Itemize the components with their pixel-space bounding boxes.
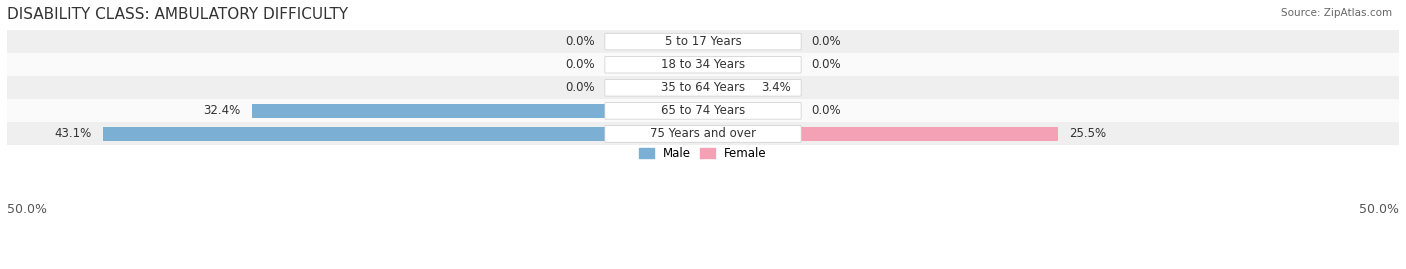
Bar [103,127,703,141]
Text: 43.1%: 43.1% [55,128,91,140]
Bar [252,104,703,118]
Text: 35 to 64 Years: 35 to 64 Years [661,81,745,94]
Bar [7,122,1399,146]
Text: 25.5%: 25.5% [1069,128,1107,140]
Text: 50.0%: 50.0% [7,203,46,216]
Text: 32.4%: 32.4% [204,104,240,117]
Text: 65 to 74 Years: 65 to 74 Years [661,104,745,117]
Text: 0.0%: 0.0% [811,35,841,48]
Text: 0.0%: 0.0% [565,58,595,71]
Bar [703,81,751,95]
Text: 0.0%: 0.0% [565,81,595,94]
Legend: Male, Female: Male, Female [634,143,772,165]
Bar [7,99,1399,122]
Text: 5 to 17 Years: 5 to 17 Years [665,35,741,48]
FancyBboxPatch shape [605,126,801,142]
Text: 18 to 34 Years: 18 to 34 Years [661,58,745,71]
Text: 50.0%: 50.0% [1360,203,1399,216]
Text: 0.0%: 0.0% [811,58,841,71]
FancyBboxPatch shape [605,79,801,96]
Text: Source: ZipAtlas.com: Source: ZipAtlas.com [1281,8,1392,18]
Text: DISABILITY CLASS: AMBULATORY DIFFICULTY: DISABILITY CLASS: AMBULATORY DIFFICULTY [7,7,349,22]
Text: 3.4%: 3.4% [762,81,792,94]
Bar [7,76,1399,99]
Text: 0.0%: 0.0% [565,35,595,48]
Bar [7,30,1399,53]
Text: 0.0%: 0.0% [811,104,841,117]
FancyBboxPatch shape [605,33,801,50]
FancyBboxPatch shape [605,102,801,119]
Bar [7,53,1399,76]
Text: 75 Years and over: 75 Years and over [650,128,756,140]
Bar [703,127,1057,141]
FancyBboxPatch shape [605,56,801,73]
